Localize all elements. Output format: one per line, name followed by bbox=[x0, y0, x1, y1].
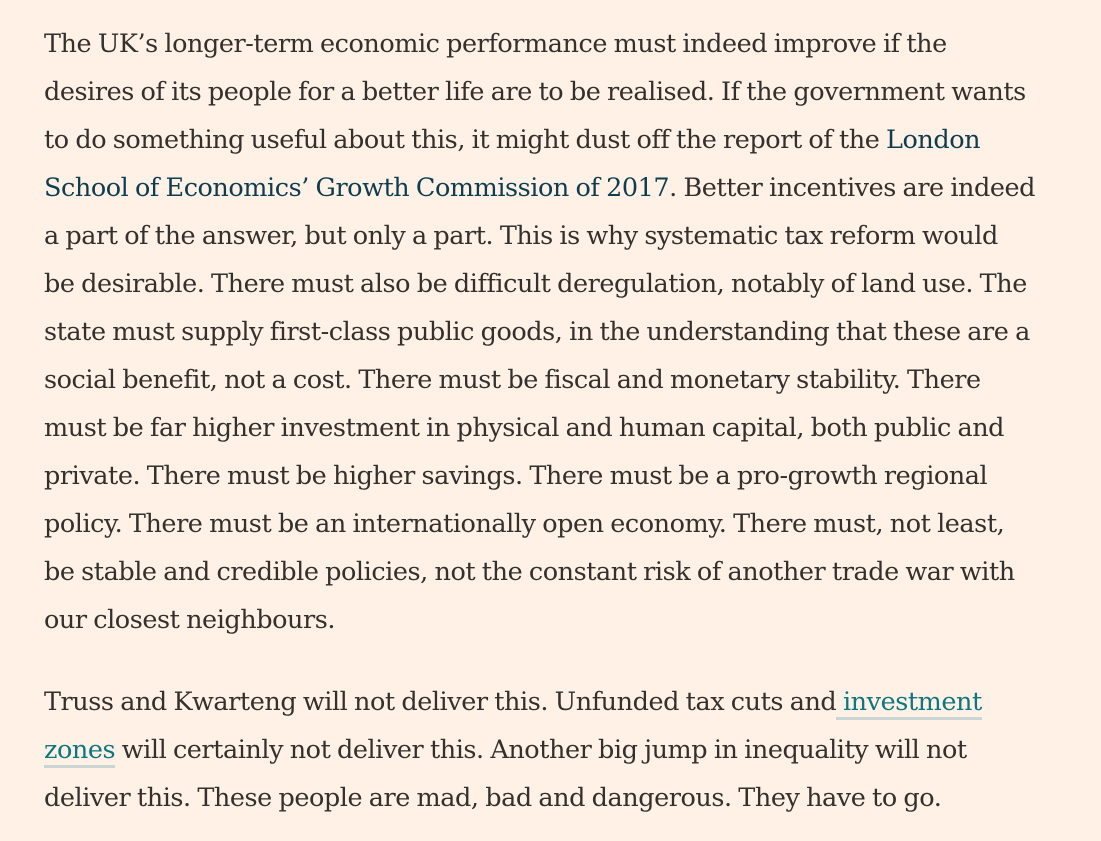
text-line: be stable and credible policies, not the… bbox=[44, 557, 1015, 587]
growth-commission-link[interactable]: London bbox=[886, 125, 981, 155]
growth-commission-link-continued[interactable]: School of Economics’ Growth Commission o… bbox=[44, 173, 670, 203]
text-segment: will certainly not deliver this. Another… bbox=[115, 735, 967, 765]
text-line: our closest neighbours. bbox=[44, 605, 336, 635]
text-line: a part of the answer, but only a part. T… bbox=[44, 221, 998, 251]
text-line: social benefit, not a cost. There must b… bbox=[44, 365, 981, 395]
text-line: state must supply first-class public goo… bbox=[44, 317, 1030, 347]
text-line: Truss and Kwarteng will not deliver this… bbox=[44, 678, 1101, 726]
text-line: zones will certainly not deliver this. A… bbox=[44, 726, 1101, 774]
text-line: School of Economics’ Growth Commission o… bbox=[44, 164, 1101, 212]
text-line: to do something useful about this, it mi… bbox=[44, 116, 1101, 164]
article-body: The UK’s longer-term economic performanc… bbox=[44, 20, 1101, 822]
investment-zones-link[interactable]: investment bbox=[836, 687, 982, 720]
text-line: be desirable. There must also be difficu… bbox=[44, 269, 1027, 299]
text-line: private. There must be higher savings. T… bbox=[44, 461, 988, 491]
text-line: desires of its people for a better life … bbox=[44, 77, 1026, 107]
paragraph-truss-kwarteng: Truss and Kwarteng will not deliver this… bbox=[44, 678, 1101, 822]
text-segment: to do something useful about this, it mi… bbox=[44, 125, 887, 155]
investment-zones-link-continued[interactable]: zones bbox=[44, 735, 116, 768]
paragraph-economic-performance: The UK’s longer-term economic performanc… bbox=[44, 20, 1101, 644]
text-line: The UK’s longer-term economic performanc… bbox=[44, 29, 947, 59]
text-line: must be far higher investment in physica… bbox=[44, 413, 1005, 443]
text-segment: Truss and Kwarteng will not deliver this… bbox=[44, 687, 837, 717]
text-line: deliver this. These people are mad, bad … bbox=[44, 783, 942, 813]
text-line: policy. There must be an internationally… bbox=[44, 509, 1005, 539]
text-segment: . Better incentives are indeed bbox=[669, 173, 1036, 203]
